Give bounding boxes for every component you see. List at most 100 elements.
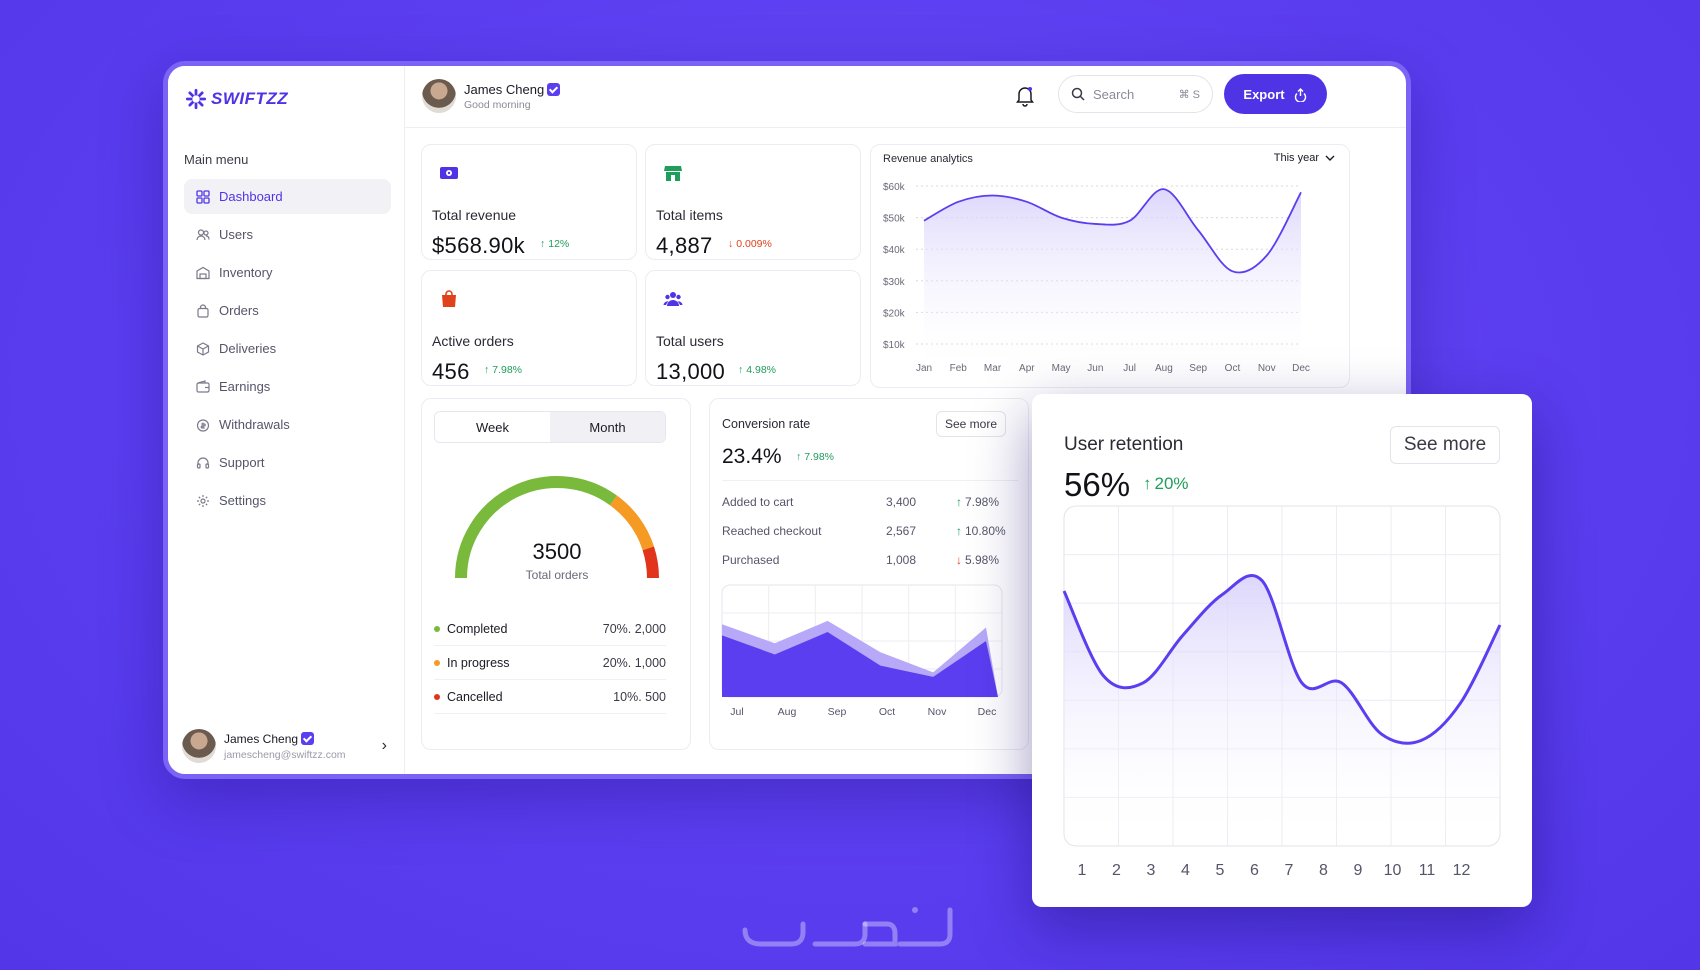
- gauge-total-label: Total orders: [525, 568, 589, 582]
- row-label: Reached checkout: [722, 524, 822, 538]
- y-tick-label: $20k: [883, 308, 906, 319]
- arrow-down-icon: ↓: [728, 238, 734, 250]
- x-tick-label: 11: [1419, 862, 1436, 879]
- y-tick-label: $30k: [883, 277, 906, 288]
- sidebar-item-label: Inventory: [219, 265, 273, 280]
- x-tick-label: 4: [1181, 862, 1190, 879]
- x-tick-label: Aug: [1155, 363, 1173, 374]
- tab-month[interactable]: Month: [550, 412, 665, 442]
- money-icon: [440, 167, 458, 179]
- arrow-up-icon: ↑: [484, 364, 490, 376]
- arrow-up-icon: ↑: [1143, 474, 1152, 493]
- see-more-button[interactable]: See more: [1390, 426, 1500, 464]
- stat-change-value: 0.009%: [736, 238, 772, 250]
- bell-icon[interactable]: [1015, 85, 1035, 107]
- y-tick-label: $40k: [883, 245, 906, 256]
- sidebar-item-inventory[interactable]: Inventory: [184, 255, 391, 290]
- x-tick-label: 3: [1147, 862, 1156, 879]
- conversion-title: Conversion rate: [722, 417, 811, 431]
- legend-row-in-progress: In progress 20%. 1,000: [434, 646, 666, 680]
- gauge-segment: [455, 476, 617, 579]
- stat-card-total-items: Total items 4,887 ↓ 0.009%: [645, 144, 861, 260]
- stat-change-value: 12%: [548, 238, 570, 250]
- search-input[interactable]: Search ⌘ S: [1058, 75, 1213, 113]
- conversion-rate-card: Conversion rate See more 23.4% ↑ 7.98% Ad…: [709, 398, 1029, 750]
- x-tick-label: Feb: [950, 363, 968, 374]
- greeting: Good morning: [464, 98, 531, 111]
- sidebar-item-earnings[interactable]: Earnings: [184, 369, 391, 404]
- gauge-total: 3500: [532, 539, 582, 564]
- legend-row-completed: Completed 70%. 2,000: [434, 612, 666, 646]
- retention-line: [1062, 573, 1502, 745]
- stat-value: $568.90k: [432, 233, 525, 258]
- arrow-down-icon: ↓: [956, 553, 962, 567]
- row-label: Added to cart: [722, 495, 794, 509]
- logo[interactable]: SWIFTZZ: [185, 88, 288, 110]
- grid-icon: [196, 189, 210, 204]
- conversion-value: 23.4%: [722, 445, 782, 468]
- watermark-logo: [742, 907, 953, 947]
- arrow-up-icon: ↑: [540, 238, 546, 250]
- search-icon: [1071, 87, 1085, 101]
- x-tick-label: 7: [1285, 862, 1294, 879]
- sidebar: SWIFTZZ Main menu Dashboard Users Invent…: [168, 66, 405, 774]
- conversion-change: ↑ 7.98%: [796, 451, 834, 463]
- stat-change: ↑ 12%: [540, 238, 569, 250]
- revenue-title: Revenue analytics: [883, 153, 973, 165]
- conversion-rows: Added to cart 3,400 ↑ 7.98% Reached check…: [722, 495, 1018, 582]
- sidebar-item-withdrawals[interactable]: Withdrawals: [184, 407, 391, 442]
- row-count: 1,008: [886, 553, 917, 567]
- sidebar-item-deliveries[interactable]: Deliveries: [184, 331, 391, 366]
- bag-icon: [442, 290, 456, 307]
- stat-value: 4,887: [656, 233, 713, 258]
- x-tick-label: 6: [1250, 862, 1259, 879]
- x-tick-label: Jul: [1123, 363, 1136, 374]
- sidebar-item-orders[interactable]: Orders: [184, 293, 391, 328]
- row-count: 2,567: [886, 524, 917, 538]
- top-header: James Cheng Good morning Search ⌘ S Expo…: [405, 66, 1406, 128]
- export-button[interactable]: Export: [1224, 74, 1327, 114]
- sidebar-item-support[interactable]: Support: [184, 445, 391, 480]
- period-select[interactable]: This year: [1274, 152, 1335, 164]
- sidebar-item-settings[interactable]: Settings: [184, 483, 391, 518]
- x-tick-label: 10: [1384, 862, 1402, 879]
- x-tick-label: Dec: [978, 706, 997, 718]
- avatar: [422, 79, 456, 113]
- user-name: James Cheng: [224, 731, 299, 746]
- divider: [722, 480, 1018, 481]
- x-tick-label: 12: [1453, 862, 1471, 879]
- x-tick-label: 5: [1216, 862, 1225, 879]
- x-tick-label: 1: [1078, 862, 1087, 879]
- stat-label: Active orders: [432, 333, 514, 349]
- avatar: [182, 729, 216, 763]
- arrow-up-icon: ↑: [956, 495, 962, 509]
- retention-area: [1064, 575, 1500, 846]
- conversion-change-value: 7.98%: [804, 451, 835, 463]
- arrow-up-icon: ↑: [796, 451, 802, 463]
- gear-icon: [197, 494, 209, 507]
- tab-week[interactable]: Week: [435, 412, 550, 442]
- chevron-down-icon: [1325, 155, 1335, 161]
- users-icon: [663, 292, 683, 306]
- sidebar-item-users[interactable]: Users: [184, 217, 391, 252]
- sidebar-item-dashboard[interactable]: Dashboard: [184, 179, 391, 214]
- revenue-line: [923, 188, 1302, 274]
- logo-icon: [185, 88, 207, 110]
- sidebar-item-label: Deliveries: [219, 341, 277, 356]
- bag-icon: [197, 303, 209, 318]
- sidebar-user-profile[interactable]: James Cheng jamescheng@swiftzz.com ›: [182, 726, 387, 766]
- stat-card-total-users: Total users 13,000 ↑ 4.98%: [645, 270, 861, 386]
- revenue-analytics-card: Revenue analytics This year $60k $50k $40k…: [870, 144, 1350, 388]
- row-label: Purchased: [722, 553, 780, 567]
- stat-change-value: 7.98%: [492, 364, 523, 376]
- x-tick-label: Jun: [1087, 363, 1103, 374]
- header-user-name: James Cheng: [464, 81, 545, 97]
- revenue-area: [924, 189, 1301, 374]
- brand-name: SWIFTZZ: [211, 89, 289, 108]
- search-shortcut: ⌘ S: [1178, 88, 1200, 101]
- see-more-button[interactable]: See more: [936, 411, 1006, 437]
- conversion-row: Added to cart 3,400 ↑ 7.98%: [722, 495, 1018, 524]
- chevron-right-icon[interactable]: ›: [381, 737, 387, 754]
- x-tick-label: Nov: [928, 706, 947, 718]
